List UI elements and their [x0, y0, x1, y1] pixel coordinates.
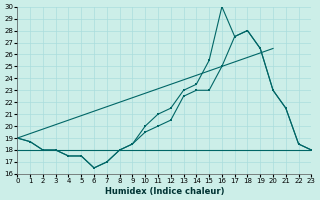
X-axis label: Humidex (Indice chaleur): Humidex (Indice chaleur) — [105, 187, 224, 196]
